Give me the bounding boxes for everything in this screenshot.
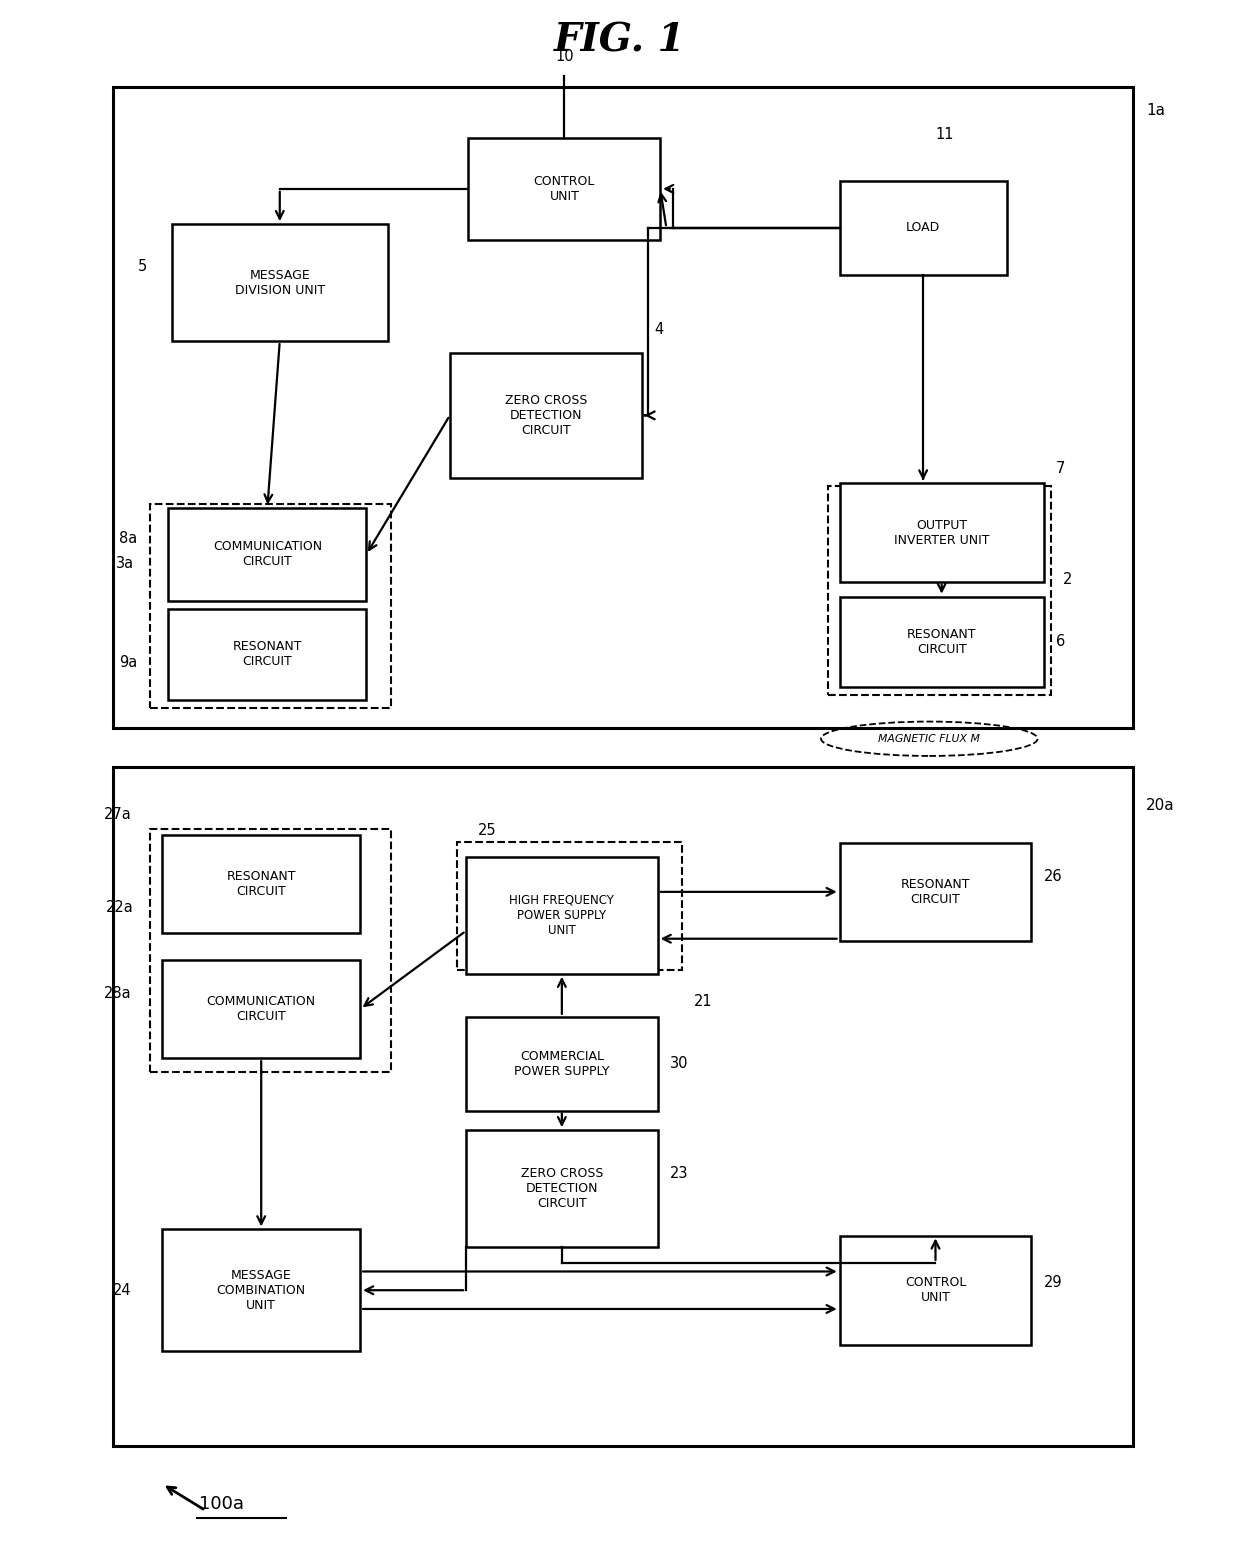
FancyBboxPatch shape — [171, 224, 388, 341]
Text: 26: 26 — [1044, 869, 1063, 884]
Text: MESSAGE
COMBINATION
UNIT: MESSAGE COMBINATION UNIT — [217, 1269, 306, 1311]
FancyBboxPatch shape — [466, 1130, 657, 1247]
FancyBboxPatch shape — [839, 484, 1044, 582]
Text: MAGNETIC FLUX M: MAGNETIC FLUX M — [878, 734, 981, 743]
FancyBboxPatch shape — [162, 834, 360, 933]
Text: 23: 23 — [670, 1166, 688, 1180]
FancyBboxPatch shape — [469, 138, 660, 239]
Text: ZERO CROSS
DETECTION
CIRCUIT: ZERO CROSS DETECTION CIRCUIT — [505, 394, 587, 437]
Text: 24: 24 — [113, 1283, 131, 1297]
Text: OUTPUT
INVERTER UNIT: OUTPUT INVERTER UNIT — [894, 518, 990, 546]
Text: 27a: 27a — [104, 808, 131, 822]
Text: 7: 7 — [1056, 460, 1065, 476]
FancyBboxPatch shape — [839, 842, 1032, 941]
Text: ZERO CROSS
DETECTION
CIRCUIT: ZERO CROSS DETECTION CIRCUIT — [521, 1167, 603, 1210]
Text: CONTROL
UNIT: CONTROL UNIT — [533, 175, 595, 203]
FancyBboxPatch shape — [466, 1017, 657, 1111]
Text: RESONANT
CIRCUIT: RESONANT CIRCUIT — [906, 628, 976, 656]
Text: COMMUNICATION
CIRCUIT: COMMUNICATION CIRCUIT — [207, 995, 316, 1024]
Text: 5: 5 — [138, 260, 146, 274]
Text: RESONANT
CIRCUIT: RESONANT CIRCUIT — [233, 640, 303, 668]
Text: COMMUNICATION
CIRCUIT: COMMUNICATION CIRCUIT — [213, 540, 322, 568]
Text: 8a: 8a — [119, 531, 138, 546]
Text: 100a: 100a — [200, 1495, 244, 1513]
Text: 28a: 28a — [104, 986, 131, 1002]
FancyBboxPatch shape — [162, 959, 360, 1058]
FancyBboxPatch shape — [162, 1229, 360, 1351]
Text: 29: 29 — [1044, 1275, 1063, 1290]
FancyBboxPatch shape — [839, 596, 1044, 687]
Text: 20a: 20a — [1146, 798, 1174, 814]
Text: 25: 25 — [479, 823, 497, 837]
Text: 2: 2 — [1063, 571, 1073, 587]
Text: 11: 11 — [935, 127, 954, 142]
Text: CONTROL
UNIT: CONTROL UNIT — [905, 1275, 966, 1304]
FancyBboxPatch shape — [169, 507, 366, 601]
Text: 9a: 9a — [119, 654, 138, 670]
Text: 30: 30 — [670, 1056, 688, 1070]
Text: COMMERCIAL
POWER SUPPLY: COMMERCIAL POWER SUPPLY — [515, 1050, 610, 1078]
FancyBboxPatch shape — [466, 856, 657, 973]
Text: 4: 4 — [653, 322, 663, 338]
Text: 3a: 3a — [115, 556, 134, 571]
Text: MESSAGE
DIVISION UNIT: MESSAGE DIVISION UNIT — [234, 269, 325, 297]
FancyBboxPatch shape — [169, 609, 366, 700]
FancyBboxPatch shape — [839, 182, 1007, 275]
FancyBboxPatch shape — [113, 88, 1133, 728]
FancyBboxPatch shape — [450, 352, 641, 477]
Text: 22a: 22a — [107, 900, 134, 916]
Text: 10: 10 — [556, 49, 574, 64]
Text: RESONANT
CIRCUIT: RESONANT CIRCUIT — [900, 878, 970, 906]
Text: 6: 6 — [1056, 634, 1065, 649]
Text: RESONANT
CIRCUIT: RESONANT CIRCUIT — [227, 870, 296, 898]
Text: LOAD: LOAD — [906, 221, 940, 235]
Text: 1a: 1a — [1146, 103, 1164, 117]
Text: 21: 21 — [694, 994, 713, 1009]
Text: HIGH FREQUENCY
POWER SUPPLY
UNIT: HIGH FREQUENCY POWER SUPPLY UNIT — [510, 894, 614, 937]
Text: FIG. 1: FIG. 1 — [554, 22, 686, 59]
FancyBboxPatch shape — [839, 1235, 1032, 1344]
FancyBboxPatch shape — [113, 767, 1133, 1446]
